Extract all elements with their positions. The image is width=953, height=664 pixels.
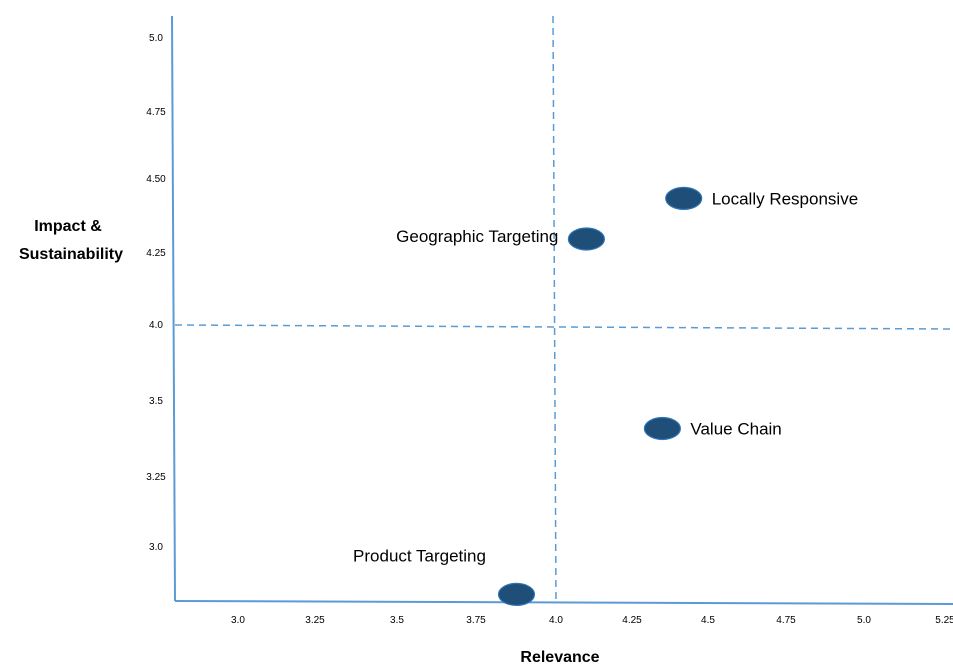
- x-tick-label: 4.75: [776, 615, 796, 626]
- y-tick-labels: 5.0 4.75 4.50 4.25 4.0 3.5 3.25 3.0: [146, 33, 166, 553]
- data-point-marker: [567, 227, 606, 251]
- axes: [171, 15, 953, 605]
- y-tick-label: 3.25: [146, 472, 166, 483]
- reference-line-vertical: [552, 15, 557, 605]
- reference-line-horizontal: [174, 324, 953, 330]
- x-tick-label: 3.5: [390, 615, 404, 626]
- data-point-marker: [497, 582, 536, 607]
- data-point-label: Locally Responsive: [712, 189, 858, 208]
- data-points: Geographic Targeting Locally Responsive Va…: [353, 186, 858, 607]
- x-tick-label: 4.5: [701, 615, 715, 626]
- data-point-label: Geographic Targeting: [396, 227, 558, 246]
- x-tick-label: 4.0: [549, 615, 563, 626]
- data-point-marker: [665, 186, 703, 210]
- x-tick-label: 3.75: [466, 615, 486, 626]
- x-tick-label: 5.25: [935, 615, 953, 626]
- data-point-label: Value Chain: [690, 420, 781, 439]
- x-tick-labels: 3.0 3.25 3.5 3.75 4.0 4.25 4.5 4.75 5.0 5.25: [231, 615, 953, 626]
- reference-lines: [174, 15, 953, 605]
- y-axis-label-line-2: Sustainability: [19, 246, 123, 263]
- x-axis: [174, 600, 953, 605]
- x-tick-label: 5.0: [857, 615, 871, 626]
- x-tick-label: 4.25: [622, 615, 642, 626]
- y-tick-label: 3.0: [149, 542, 163, 553]
- data-point-marker: [643, 416, 682, 441]
- y-tick-label: 4.50: [146, 174, 166, 185]
- y-tick-label: 5.0: [149, 33, 163, 44]
- x-tick-label: 3.0: [231, 615, 245, 626]
- y-tick-label: 4.25: [146, 248, 166, 259]
- y-tick-label: 4.75: [146, 107, 166, 118]
- x-axis-label: Relevance: [520, 649, 599, 664]
- data-point-label: Product Targeting: [353, 546, 486, 565]
- x-tick-label: 3.25: [305, 615, 325, 626]
- y-axis: [171, 15, 176, 602]
- y-tick-label: 4.0: [149, 320, 163, 331]
- y-axis-label-line-1: Impact &: [34, 218, 102, 235]
- y-tick-label: 3.5: [149, 396, 163, 407]
